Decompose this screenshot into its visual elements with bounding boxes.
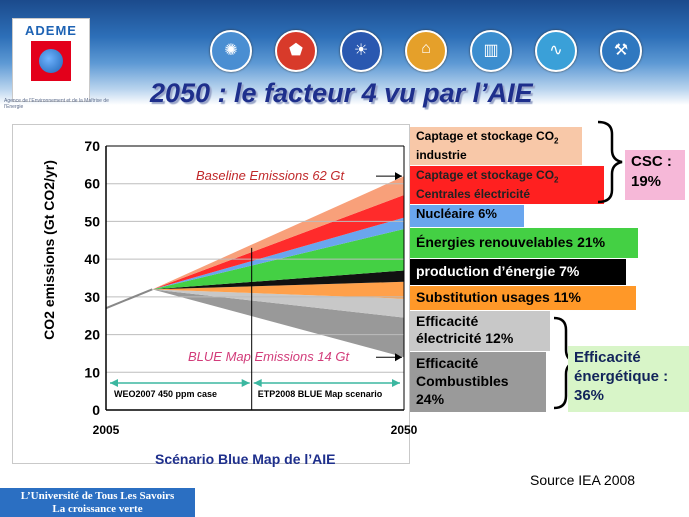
source-caption: Source IEA 2008 [530, 472, 636, 488]
ademe-name: ADEME [25, 23, 77, 38]
legend-efficacite-electricite-line2: électricité 12% [416, 330, 514, 346]
chart-annotations: WEO2007 450 ppm case ETP2008 BLUE Map sce… [110, 168, 402, 399]
y-tick-label-0: 0 [92, 402, 100, 418]
sun-icon: ☀ [340, 30, 382, 72]
y-tick-label-30: 30 [84, 289, 100, 305]
legend-capture-centrales-line1: Captage et stockage CO [416, 168, 555, 182]
wedge-8 [152, 176, 404, 290]
efficacite-group-line1: Efficacité [574, 349, 641, 366]
csc-group-line1: CSC : [631, 153, 672, 170]
university-subtitle: La croissance verte [52, 503, 143, 515]
legend-efficacite-electricite: Efficacité électricité 12% [410, 311, 550, 351]
weo-label: WEO2007 450 ppm case [114, 389, 217, 399]
legend-efficacite-combustibles-line2: Combustibles [416, 373, 509, 389]
legend-capture-centrales-line2: Centrales électricité [416, 187, 531, 202]
y-axis-label-wrap: CO2 emissions (Gt CO2/yr) [34, 130, 64, 370]
wedge-7 [152, 195, 404, 290]
legend-capture-industrie-line1: Captage et stockage CO [416, 129, 555, 143]
etp-label: ETP2008 BLUE Map scenario [258, 389, 383, 399]
legend-substitution: Substitution usages 11% [410, 286, 636, 310]
chart-axes: 0 10 20 30 40 50 60 70 2005 2050 [84, 138, 417, 437]
legend-efficacite-combustibles: Efficacité Combustibles 24% [410, 352, 546, 412]
industry-icon: ▥ [470, 30, 512, 72]
wind-turbine-icon: ✺ [210, 30, 252, 72]
wedge-3 [152, 281, 404, 299]
csc-group-label: CSC : 19% [625, 150, 685, 200]
y-tick-label-20: 20 [84, 327, 100, 343]
legend-renouvelables: Énergies renouvelables 21% [410, 228, 638, 258]
legend-capture-centrales-sub: 2 [554, 175, 559, 185]
legend-efficacite-combustibles-line3: 24% [416, 391, 445, 407]
y-axis-label: CO2 emissions (Gt CO2/yr) [41, 160, 57, 340]
university-footer: L’Université de Tous Les Savoirs La croi… [0, 488, 195, 517]
weo-arrow-head-left [110, 379, 118, 387]
x-tick-label-2005: 2005 [93, 423, 120, 437]
y-tick-label-40: 40 [84, 251, 100, 267]
wedge-6 [152, 217, 404, 290]
baseline-annotation: Baseline Emissions 62 Gt [196, 168, 346, 183]
etp-arrow-head-right [392, 379, 400, 387]
bluemap-arrow-head [395, 353, 402, 362]
etp-arrow-head-left [253, 379, 262, 387]
house-icon: ⌂ [405, 30, 447, 72]
efficacite-group-line2: énergétique : [574, 368, 669, 385]
y-tick-label-60: 60 [84, 176, 100, 192]
bluemap-annotation: BLUE Map Emissions 14 Gt [188, 349, 351, 364]
ademe-logo: ADEME [12, 18, 90, 102]
scenario-caption: Scénario Blue Map de l’AIE [155, 451, 336, 467]
wedge-4 [152, 270, 404, 290]
legend-capture-centrales: Captage et stockage CO2 Centrales électr… [410, 166, 604, 204]
ademe-emblem [31, 41, 71, 81]
hammer-icon: ⚒ [600, 30, 642, 72]
legend-efficacite-electricite-line1: Efficacité [416, 313, 479, 329]
wave-icon: ∿ [535, 30, 577, 72]
legend-efficacite-combustibles-line1: Efficacité [416, 355, 479, 371]
baseline-arrow-head [395, 172, 402, 181]
legend-production: production d’énergie 7% [410, 259, 626, 285]
csc-brace [597, 120, 623, 204]
x-tick-label-2050: 2050 [391, 423, 418, 437]
efficacite-group-line3: 36% [574, 387, 605, 404]
legend-nucleaire: Nucléaire 6% [410, 205, 524, 227]
legend-capture-industrie: Captage et stockage CO2 industrie [410, 127, 582, 165]
ademe-subtitle: Agence de l'Environnement et de la Maîtr… [4, 98, 109, 110]
globe-icon [39, 49, 63, 73]
legend-capture-industrie-sub: 2 [554, 136, 559, 146]
csc-group-line2: 19% [631, 173, 662, 190]
y-axis-label-svg: CO2 emissions (Gt CO2/yr) [41, 160, 57, 340]
y-tick-label-50: 50 [84, 213, 100, 229]
y-tick-label-70: 70 [84, 138, 100, 154]
wedge-1 [152, 289, 404, 358]
legend-capture-industrie-line2: industrie [416, 148, 467, 163]
efficacite-group-label: Efficacité énergétique : 36% [568, 346, 689, 412]
history-line [105, 288, 153, 310]
y-tick-label-10: 10 [84, 364, 100, 380]
university-name: L’Université de Tous Les Savoirs [20, 490, 175, 502]
france-map-icon: ⬟ [275, 30, 317, 72]
page-title: 2050 : le facteur 4 vu par l’AIE [150, 78, 533, 108]
weo-arrow-head-right [241, 379, 250, 387]
